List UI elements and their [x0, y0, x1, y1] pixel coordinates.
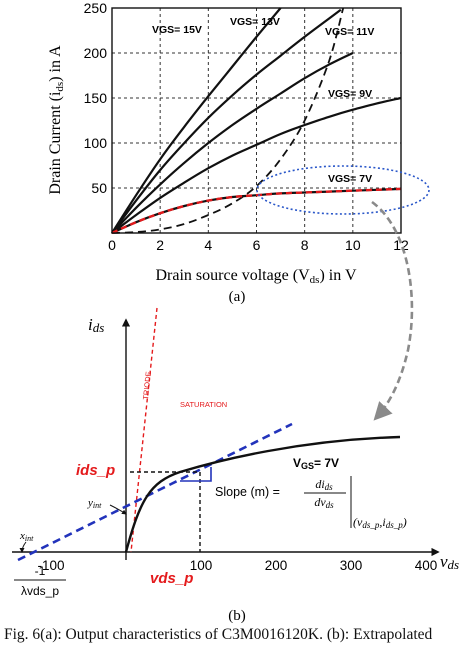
series-label-vgs-9: VGS= 9V [328, 88, 372, 100]
threshold-dashed-line [111, 7, 345, 234]
series-line-1 [111, 7, 282, 234]
x-tick-label-b: 300 [340, 558, 363, 573]
yint-arrow [109, 504, 127, 515]
figure-caption: Fig. 6(a): Output characteristics of C3M… [4, 626, 433, 643]
chart-a-xlabel: Drain source voltage (Vds) in V [156, 267, 357, 286]
xint-label: xint [19, 530, 34, 543]
series-label-vgs-11: VGS= 11V [325, 26, 374, 38]
ids-p-label: ids_p [76, 462, 115, 479]
xint-numerator: -1 [35, 564, 46, 578]
vds-p-label: vds_p [150, 570, 193, 587]
slope-triangle [180, 467, 212, 482]
highlight-ellipse [256, 165, 430, 215]
vgs-7-curve [124, 435, 401, 553]
series-label-vgs-13: VGS= 13V [230, 16, 280, 28]
x-tick-label-b: -100 [37, 558, 64, 573]
xint-denominator: λvds_p [21, 584, 59, 598]
tangent-line [17, 422, 293, 562]
y-tick-label: 150 [84, 90, 108, 106]
slope-denominator: dvds [314, 495, 334, 510]
fit-red-dashed-line [111, 187, 402, 235]
chart-b-ylabel: ids [88, 315, 104, 335]
chart-b-ticks: -100100200300400500 [37, 558, 438, 573]
chart-b-xlabel: vds [440, 552, 459, 572]
chart-a: 0 2 4 6 8 10 12 50 100 150 200 250 VGS= 15V VGS= 13… [47, 0, 430, 305]
series-line-4 [111, 96, 402, 234]
chart-b-curve-label: VGS= 7V [293, 456, 339, 471]
yint-label: yint [87, 497, 102, 510]
xint-arrow [19, 541, 27, 553]
series-line-3 [111, 52, 354, 234]
x-tick-label: 6 [253, 237, 261, 253]
saturation-label: SATURATION [180, 400, 227, 409]
chart-b-panel-label: (b) [228, 608, 246, 624]
y-tick-label: 250 [84, 0, 108, 16]
chart-a-ylabel: Drain Current (ids) in A [47, 45, 66, 195]
x-tick-label: 0 [108, 237, 116, 253]
triode-label: TRIODE [141, 371, 153, 400]
chart-b: -100100200300400500 ids vds TRIODE SATUR… [12, 307, 459, 624]
slope-prefix: Slope (m) = [215, 485, 280, 499]
chart-a-curves [111, 7, 402, 235]
connector-arrow [371, 200, 414, 421]
series-line-2 [111, 8, 342, 234]
series-label-vgs-7: VGS= 7V [328, 173, 372, 185]
slope-eval-point: (vds_p,ids_p) [353, 515, 407, 530]
x-tick-label-b: 100 [190, 558, 213, 573]
x-tick-label: 10 [345, 237, 361, 253]
y-tick-label: 200 [84, 45, 108, 61]
triode-boundary-line [130, 307, 158, 553]
chart-a-ticks: 0 2 4 6 8 10 12 50 100 150 200 250 [84, 0, 409, 253]
x-tick-label: 12 [393, 237, 409, 253]
y-tick-label: 100 [84, 135, 108, 151]
y-tick-label: 50 [91, 180, 107, 196]
x-tick-label-b: 200 [265, 558, 288, 573]
series-label-vgs-15: VGS= 15V [152, 24, 202, 36]
chart-a-panel-label: (a) [229, 289, 246, 305]
x-tick-label-b: 400 [415, 558, 438, 573]
slope-numerator: dids [315, 477, 333, 492]
chart-a-grid [112, 8, 401, 233]
x-tick-label: 8 [301, 237, 309, 253]
chart-a-frame [111, 7, 402, 234]
x-tick-label: 4 [204, 237, 212, 253]
x-tick-label: 2 [156, 237, 164, 253]
